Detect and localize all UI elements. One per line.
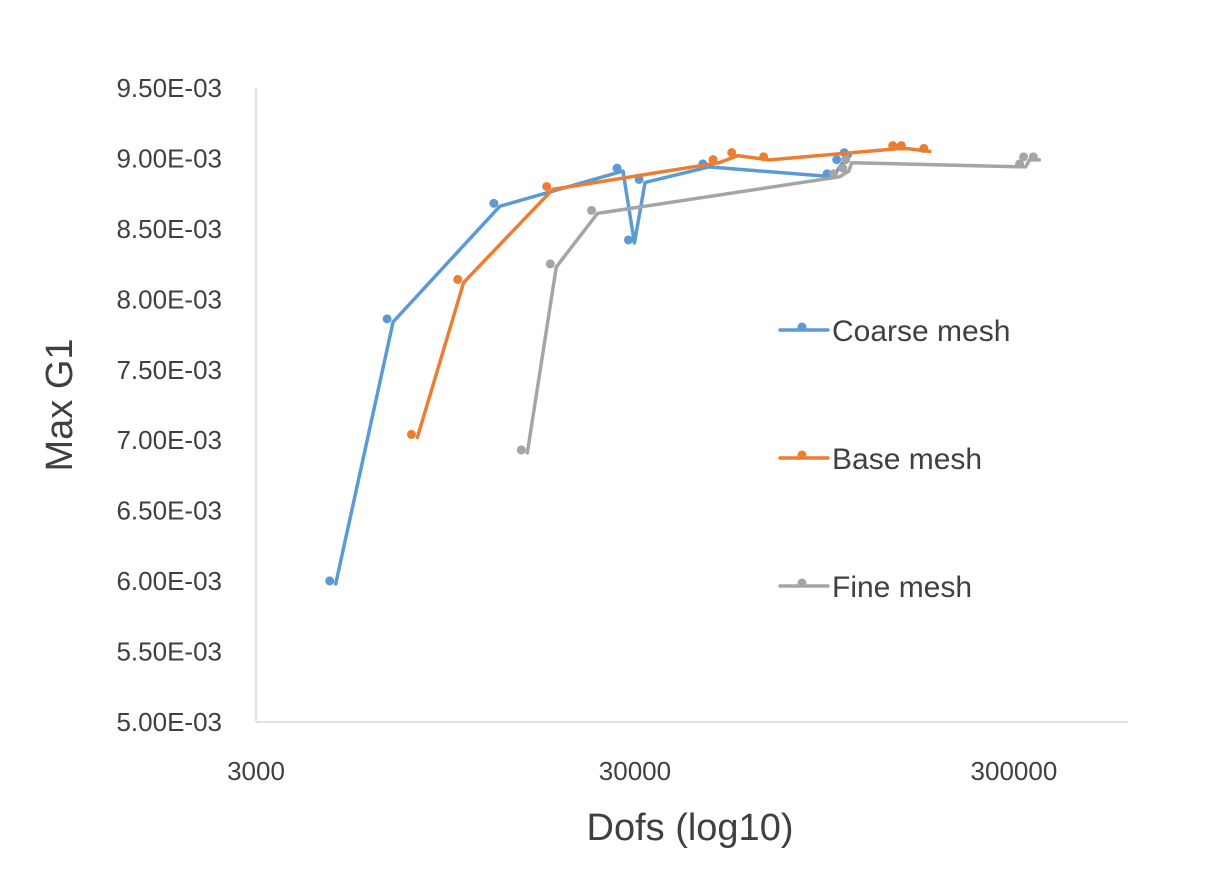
data-point [382,314,392,324]
axes [255,88,1128,723]
data-point [727,148,737,158]
y-tick-label: 8.00E-03 [116,284,222,314]
data-point [542,181,552,191]
y-tick-label: 6.50E-03 [116,496,222,526]
legend-swatch-marker [797,322,807,332]
series-fine-mesh [516,152,1042,455]
legend[interactable]: Coarse mesh Base mesh Fine mesh [778,315,1010,604]
tick-labels: 5.00E-03 5.50E-03 6.00E-03 6.50E-03 7.00E-03… [116,73,1057,786]
data-point [841,155,851,165]
data-point [623,235,633,245]
legend-item-coarse-mesh[interactable]: Coarse mesh [778,315,1010,348]
series-line-fine-mesh [525,158,1042,455]
y-tick-label: 5.50E-03 [116,637,222,667]
x-axis-title: Dofs (log10) [587,807,794,849]
y-tick-label: 9.50E-03 [116,73,222,103]
legend-label: Coarse mesh [832,315,1010,348]
data-point [708,155,718,165]
data-point [1028,152,1038,162]
legend-label: Fine mesh [832,571,972,604]
data-point [489,198,499,208]
data-point [587,205,597,215]
series-base-mesh [406,141,932,440]
legend-item-fine-mesh[interactable]: Fine mesh [778,571,972,604]
data-point [516,445,526,455]
data-point [325,576,335,586]
y-tick-label: 7.00E-03 [116,425,222,455]
series-line-coarse-mesh [333,153,853,586]
data-point [888,141,898,151]
series-layer [325,141,1042,586]
data-point [896,141,906,151]
data-point [832,155,842,165]
y-tick-label: 6.00E-03 [116,566,222,596]
series-coarse-mesh [325,148,853,586]
data-point [545,259,555,269]
data-point [829,169,839,179]
data-point [612,163,622,173]
y-tick-label: 9.00E-03 [116,143,222,173]
x-tick-label: 30000 [599,756,671,786]
x-tick-label: 300000 [971,756,1058,786]
data-point [919,143,929,153]
data-point [838,163,848,173]
y-tick-label: 5.00E-03 [116,707,222,737]
legend-item-base-mesh[interactable]: Base mesh [778,443,982,476]
series-line-base-mesh [415,146,932,440]
data-point [822,169,832,179]
y-axis-title: Max G1 [39,338,81,471]
legend-label: Base mesh [832,443,982,476]
x-tick-label: 3000 [227,756,285,786]
y-tick-label: 8.50E-03 [116,214,222,244]
data-point [1015,159,1025,169]
data-point [453,274,463,284]
legend-swatch-marker [797,578,807,588]
legend-swatch-marker [797,450,807,460]
data-point [1019,152,1029,162]
y-tick-label: 7.50E-03 [116,355,222,385]
data-point [759,152,769,162]
data-point [406,429,416,439]
